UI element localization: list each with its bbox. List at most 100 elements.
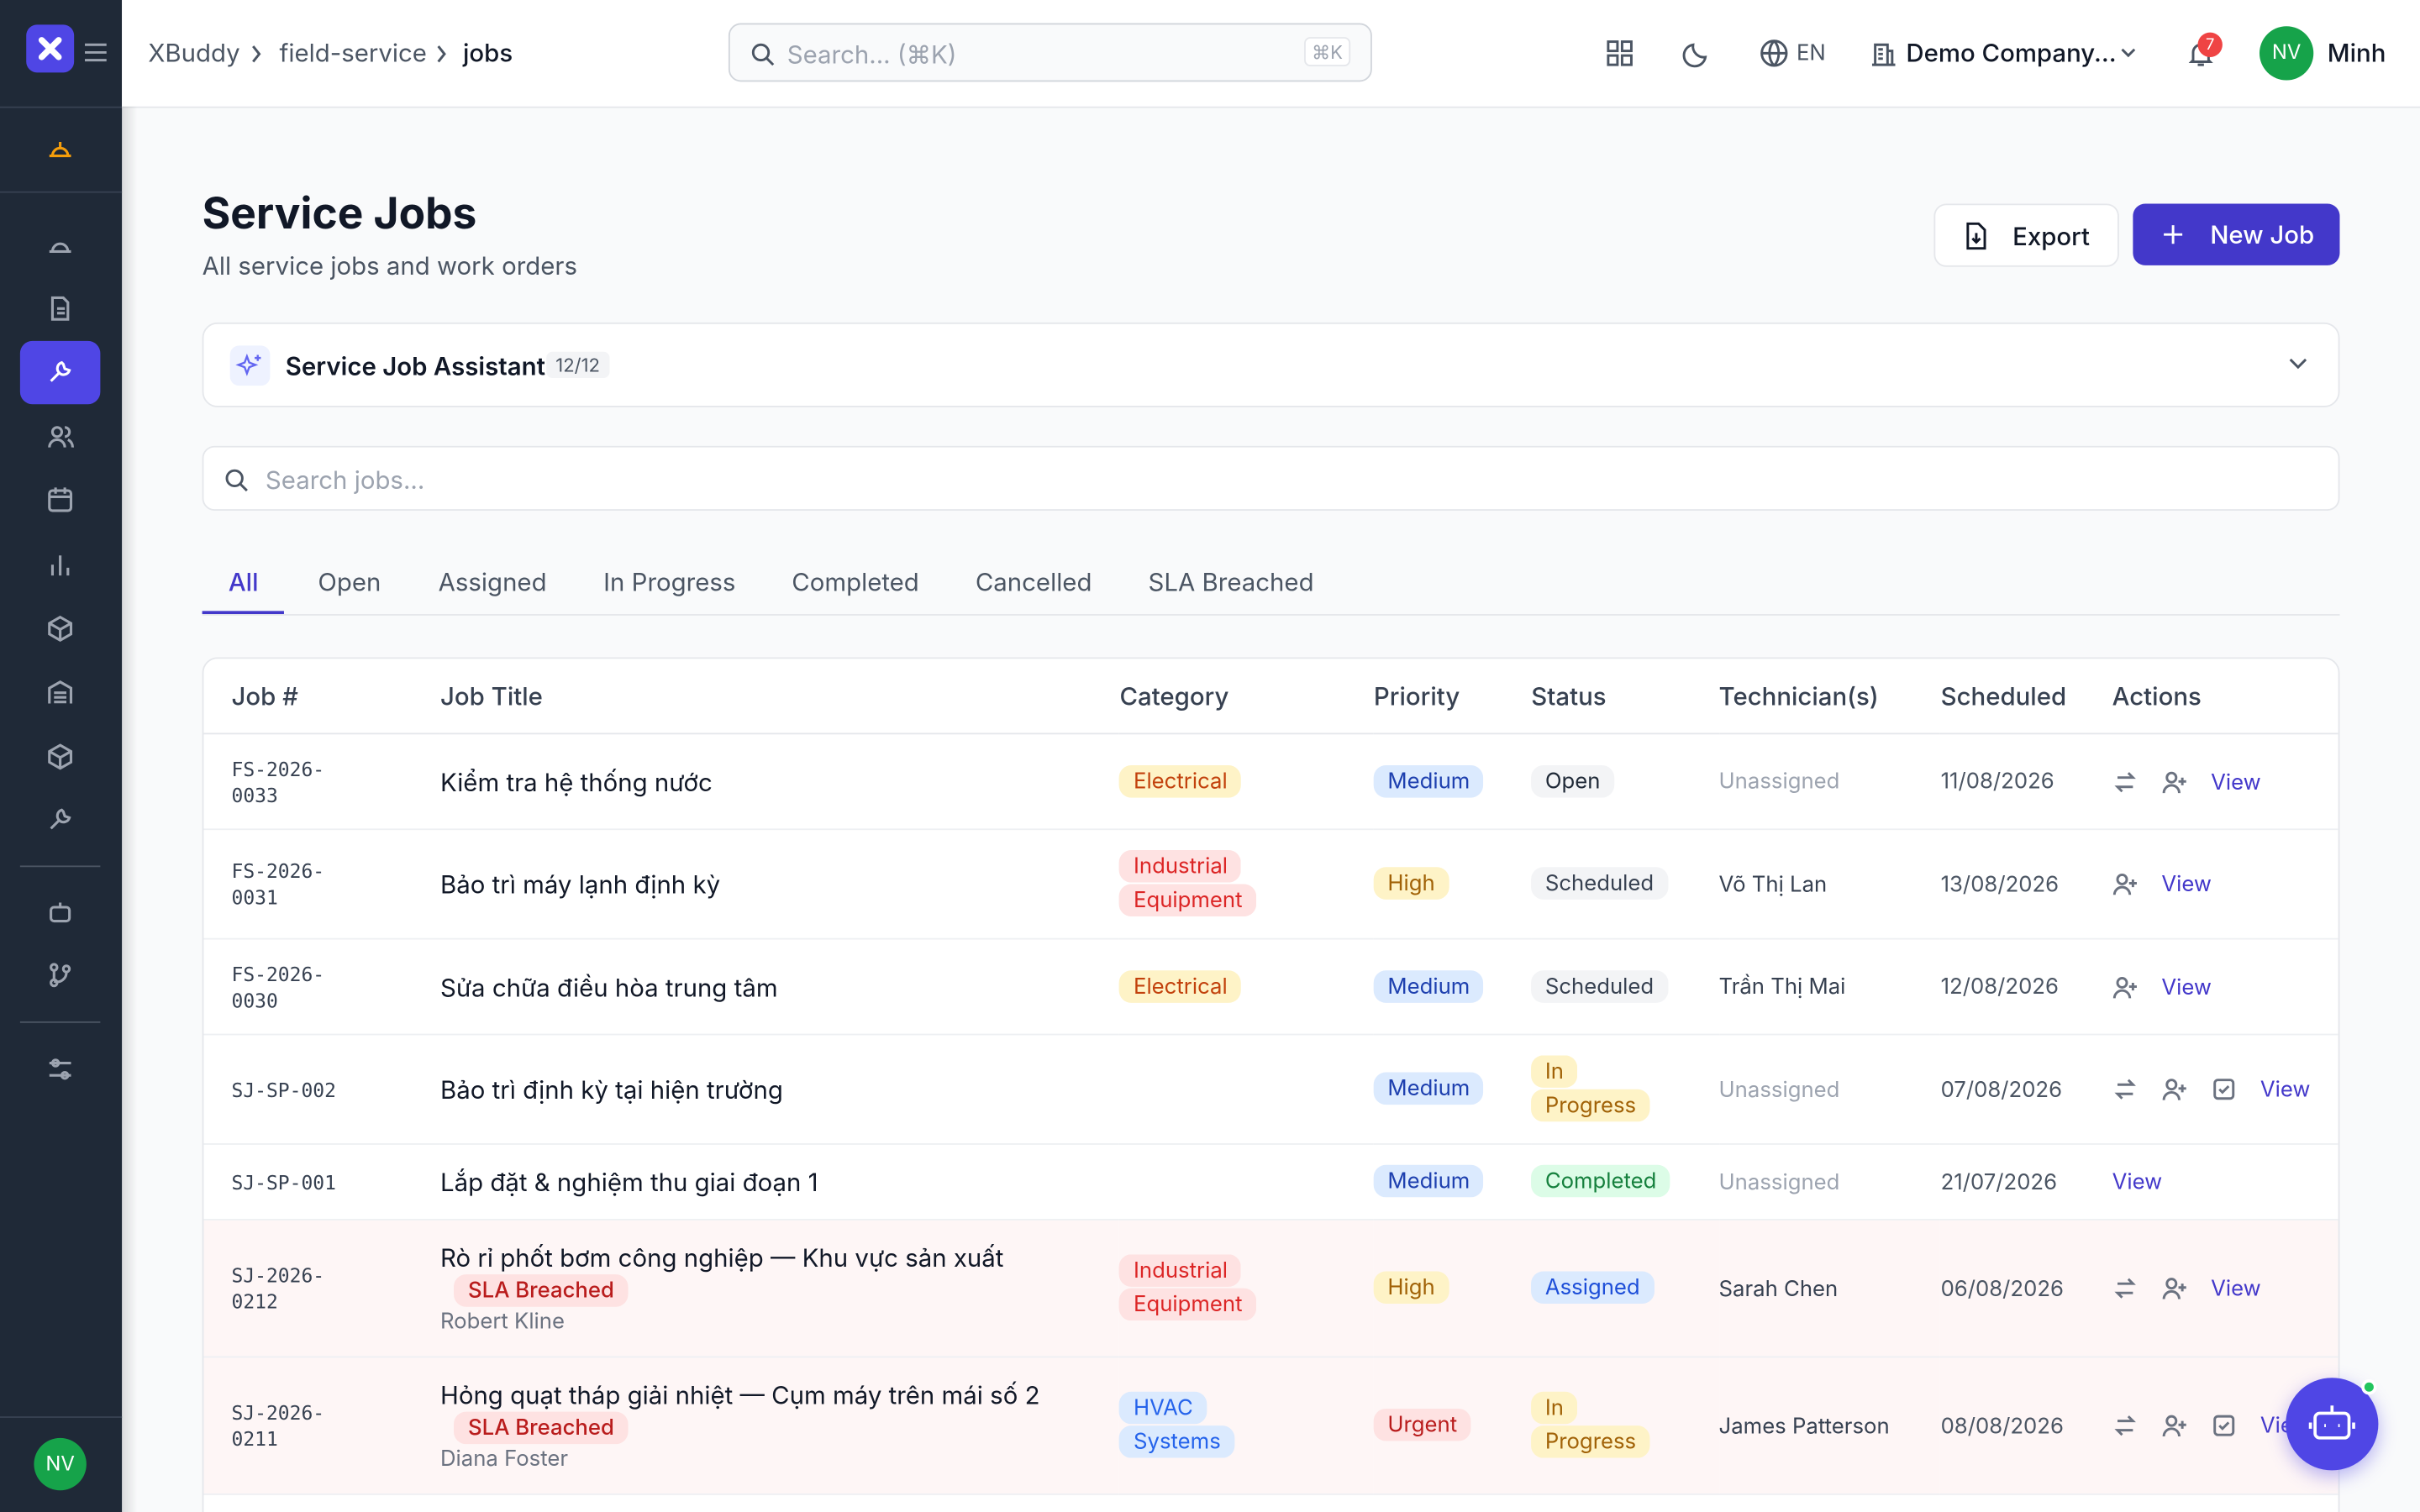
job-number: FS-2026-0030 [231, 962, 325, 1011]
action-icon[interactable] [2112, 975, 2137, 1000]
language[interactable]: EN [1796, 39, 1826, 66]
cell: Electrical [1119, 733, 1374, 831]
tab-divider [202, 614, 2340, 616]
column-header: Priority [1373, 659, 1532, 735]
priority-badge-wrap: Medium [1373, 1072, 1528, 1106]
tab[interactable]: Open [318, 566, 381, 597]
search-placeholder: Search... (⌘K) [786, 38, 957, 70]
user-name[interactable]: Minh [2327, 37, 2386, 68]
sla-badge: SLA Breached [454, 1411, 629, 1445]
new-job-button[interactable]: New Job [2133, 203, 2340, 265]
cell: 11/08/2026 [1940, 733, 2112, 831]
cell: Industrial Equipment [1119, 829, 1374, 940]
nav-assets[interactable] [40, 736, 81, 776]
export-button[interactable]: Export [1933, 203, 2119, 267]
cell: Unassigned [1718, 733, 1941, 831]
cell: Scheduled [1531, 938, 1719, 1036]
breadcrumb[interactable]: field-service [279, 37, 427, 68]
cell: FS-2026-0033 [203, 733, 440, 831]
page-subtitle: All service jobs and work orders [202, 249, 577, 281]
nav-users[interactable] [40, 417, 81, 457]
user-avatar[interactable]: NV [2259, 26, 2314, 81]
nav-reports[interactable] [40, 544, 81, 585]
column-header: Actions [2112, 659, 2338, 735]
job-row[interactable]: FS-2026-0033 Kiểm tra hệ thống nước Electr… [203, 733, 2338, 831]
cell: Hỏng quạt tháp giải nhiệt — Cụm máy trên… [439, 1357, 1120, 1495]
logo[interactable] [26, 24, 75, 73]
job-search[interactable]: Search jobs... [202, 445, 2340, 511]
view-link[interactable]: View [2260, 1076, 2311, 1103]
priority-badge-wrap: Medium [1373, 1164, 1528, 1199]
nav-home[interactable] [40, 128, 81, 168]
technician: Sarah Chen [1718, 1275, 1839, 1302]
column-header: Scheduled [1940, 659, 2112, 735]
nav-bot[interactable] [40, 892, 81, 932]
action-icon[interactable] [2112, 1414, 2137, 1438]
menu-toggle[interactable] [83, 42, 108, 64]
status-badge: Scheduled [1531, 969, 1668, 1002]
scheduled: 11/08/2026 [1940, 768, 2054, 795]
nav-calendar[interactable] [40, 480, 81, 520]
action-icon[interactable] [2211, 1078, 2235, 1102]
tab[interactable]: SLA Breached [1148, 566, 1314, 597]
language-icon[interactable] [1760, 39, 1789, 68]
action-icon[interactable] [2211, 1414, 2235, 1438]
job-number: FS-2026-0033 [231, 756, 325, 806]
theme-toggle[interactable] [1682, 40, 1710, 68]
nav-hardhat[interactable] [40, 223, 81, 264]
cell: Medium [1373, 1034, 1532, 1145]
action-icon[interactable] [2112, 1277, 2137, 1301]
action-icon[interactable] [2161, 1414, 2186, 1438]
company-switcher[interactable]: Demo Company... [1906, 37, 2117, 68]
global-search[interactable]: Search... (⌘K) ⌘K [728, 23, 1372, 82]
action-icon[interactable] [2112, 872, 2137, 896]
view-link[interactable]: View [2211, 769, 2261, 795]
tab[interactable]: In Progress [603, 566, 736, 597]
nav-inventory[interactable] [40, 608, 81, 648]
nav-docs[interactable] [40, 288, 81, 328]
view-link[interactable]: View [2161, 974, 2212, 1000]
view-link[interactable]: View [2112, 1168, 2163, 1196]
action-icon[interactable] [2112, 769, 2137, 794]
job-row[interactable]: SJ-SP-002 Bảo trì định kỳ tại hiện trường… [203, 1034, 2338, 1145]
assistant-bot-button[interactable] [2286, 1378, 2379, 1471]
column-header: Category [1119, 659, 1374, 735]
cell: 06/08/2026 [1940, 1219, 2112, 1358]
breadcrumb[interactable]: XBuddy [148, 37, 240, 68]
status-badge: Open [1531, 764, 1614, 797]
priority-badge: Urgent [1373, 1408, 1471, 1441]
action-icon[interactable] [2161, 1277, 2186, 1301]
action-icon[interactable] [2161, 769, 2186, 794]
shortcut-hint: ⌘K [1303, 37, 1351, 66]
nav-workflow[interactable] [40, 955, 81, 995]
nav-warehouse[interactable] [40, 673, 81, 713]
apps[interactable] [1607, 40, 1634, 68]
view-link[interactable]: View [2161, 871, 2212, 898]
status-badge-wrap: In Progress [1531, 1391, 1650, 1460]
tab[interactable]: Assigned [438, 566, 547, 597]
job-row[interactable]: SJ-SP-001 Lắp đặt & nghiệm thu giai đoạn … [203, 1143, 2338, 1221]
tab[interactable]: Cancelled [975, 566, 1092, 597]
cell act: View [2112, 938, 2338, 1036]
jobs-table: Job # Job Title Category Priority Status Tech… [202, 657, 2340, 1512]
customer: Robert Kline [439, 1308, 565, 1335]
job-row[interactable]: FS-2026-0030 Sửa chữa điều hòa trung tâm E… [203, 938, 2338, 1036]
job-row[interactable]: SJ-2026-0211 Hỏng quạt tháp giải nhiệt — … [203, 1357, 2338, 1495]
action-icon[interactable] [2112, 1078, 2137, 1102]
view-link[interactable]: View [2211, 1275, 2261, 1302]
job-title: Hỏng quạt tháp giải nhiệt — Cụm máy trên… [439, 1379, 1040, 1410]
assistant-panel[interactable]: Service Job Assistant 12/12 [202, 322, 2340, 407]
nav-tools[interactable] [40, 799, 81, 839]
tab[interactable]: Completed [792, 566, 919, 597]
job-row[interactable]: SJ-2026-0212 Rò rỉ phốt bơm công nghiệp —… [203, 1219, 2338, 1358]
job-row[interactable]: FS-2026-0031 Bảo trì máy lạnh định kỳ Indu… [203, 829, 2338, 940]
action-icon[interactable] [2161, 1078, 2186, 1102]
cell: 07/08/2026 [1940, 1034, 2112, 1145]
technician: Unassigned [1718, 768, 1840, 795]
nav-jobs-active[interactable] [19, 340, 101, 405]
sidebar-avatar[interactable]: NV [34, 1437, 87, 1491]
nav-settings[interactable] [40, 1049, 81, 1089]
tab[interactable]: All [228, 566, 259, 597]
cell: Scheduled [1531, 829, 1719, 940]
